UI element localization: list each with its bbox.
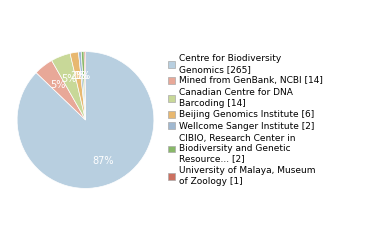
Text: 1%: 1% — [74, 71, 89, 81]
Wedge shape — [52, 53, 86, 120]
Wedge shape — [84, 52, 86, 120]
Text: 5%: 5% — [62, 74, 77, 84]
Text: 87%: 87% — [92, 156, 114, 166]
Wedge shape — [70, 52, 86, 120]
Wedge shape — [81, 52, 86, 120]
Text: 2%: 2% — [71, 71, 86, 81]
Text: 1%: 1% — [76, 71, 91, 81]
Wedge shape — [36, 60, 86, 120]
Wedge shape — [78, 52, 86, 120]
Wedge shape — [17, 52, 154, 188]
Text: 5%: 5% — [51, 80, 66, 90]
Legend: Centre for Biodiversity
Genomics [265], Mined from GenBank, NCBI [14], Canadian : Centre for Biodiversity Genomics [265], … — [167, 54, 324, 186]
